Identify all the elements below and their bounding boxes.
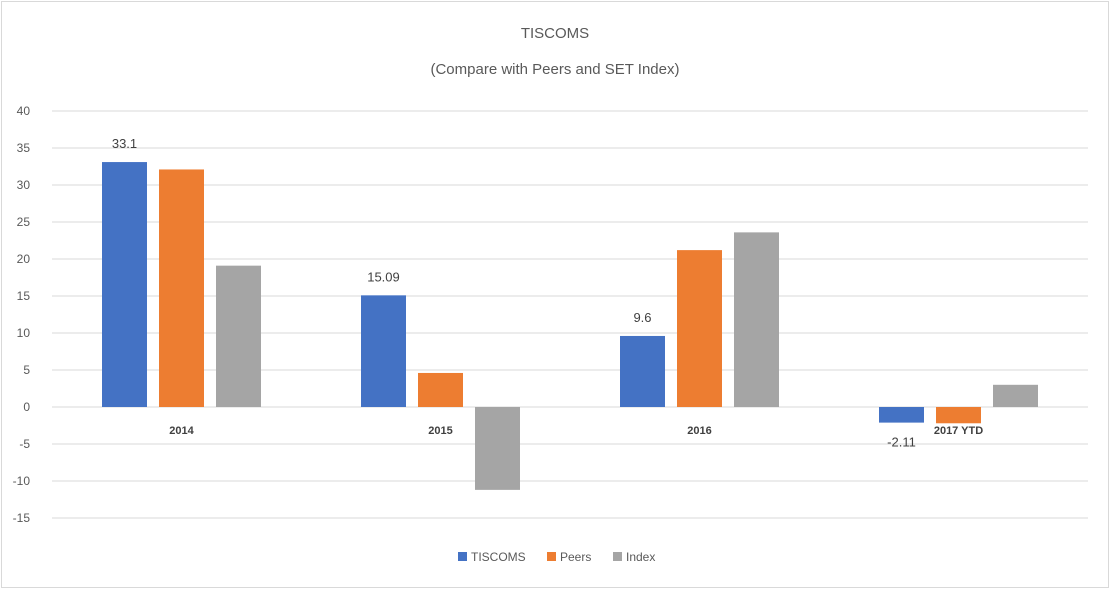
y-tick-label: -5	[19, 437, 30, 451]
bar-peers-2015	[418, 372, 463, 407]
x-tick-label: 2016	[687, 425, 711, 437]
legend-swatch-tiscoms	[458, 552, 467, 561]
data-label: 33.1	[112, 136, 137, 151]
data-label: 9.6	[633, 310, 651, 325]
bar-index-2015	[475, 407, 520, 490]
bar-index-2014	[216, 265, 261, 407]
chart-title: TISCOMS	[521, 25, 589, 42]
y-tick-label: 25	[17, 215, 31, 229]
x-tick-label: 2017 YTD	[934, 425, 983, 437]
bar-index-2017-ytd	[993, 384, 1038, 407]
y-tick-label: 15	[17, 289, 31, 303]
chart-subtitle: (Compare with Peers and SET Index)	[430, 61, 679, 78]
y-tick-label: 20	[17, 252, 31, 266]
x-tick-label: 2014	[169, 425, 194, 437]
legend-label-index: Index	[626, 550, 655, 564]
y-tick-label: 5	[23, 363, 30, 377]
bar-peers-2016	[677, 250, 722, 407]
y-tick-label: -10	[13, 474, 31, 488]
y-tick-label: 10	[17, 326, 31, 340]
bar-tiscoms-2015	[361, 295, 406, 407]
y-tick-label: 40	[17, 104, 31, 118]
y-tick-label: 30	[17, 178, 31, 192]
data-label: -2.11	[887, 435, 916, 450]
legend-swatch-peers	[547, 552, 556, 561]
y-tick-label: 0	[23, 400, 30, 414]
y-tick-label: 35	[17, 141, 31, 155]
x-tick-label: 2015	[428, 425, 452, 437]
bar-peers-2017-ytd	[936, 407, 981, 424]
legend-swatch-index	[613, 552, 622, 561]
bar-tiscoms-2016	[620, 335, 665, 407]
bar-tiscoms-2014	[102, 162, 147, 407]
legend-label-peers: Peers	[560, 550, 591, 564]
bar-peers-2014	[159, 169, 204, 407]
bar-tiscoms-2017-ytd	[879, 407, 924, 423]
bar-index-2016	[734, 232, 779, 407]
y-tick-label: -15	[13, 511, 31, 525]
legend-label-tiscoms: TISCOMS	[471, 550, 526, 564]
data-label: 15.09	[367, 269, 400, 284]
